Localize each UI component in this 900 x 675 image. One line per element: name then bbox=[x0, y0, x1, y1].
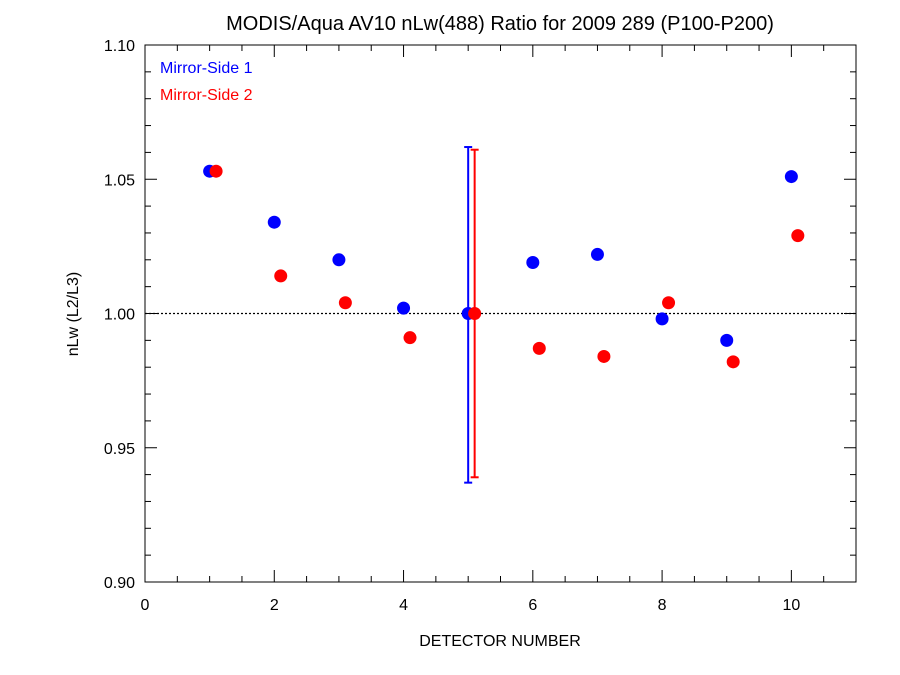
point-series-1 bbox=[720, 333, 734, 347]
x-tick-label: 0 bbox=[141, 597, 150, 614]
point-series-1 bbox=[655, 312, 669, 326]
x-tick-label: 6 bbox=[528, 597, 537, 614]
y-axis-label: nLw (L2/L3) bbox=[65, 272, 82, 357]
point-series-1 bbox=[267, 215, 281, 229]
x-tick-label: 10 bbox=[782, 597, 800, 614]
y-tick-label: 1.10 bbox=[104, 38, 135, 55]
y-tick-label: 0.95 bbox=[104, 441, 135, 458]
y-tick-label: 0.90 bbox=[104, 575, 135, 592]
point-series-2 bbox=[532, 341, 546, 355]
point-series-1 bbox=[397, 301, 411, 315]
y-tick-label: 1.00 bbox=[104, 307, 135, 324]
y-tick-labels: 0.90 0.95 1.00 1.05 1.10 bbox=[104, 38, 135, 592]
x-tick-label: 2 bbox=[270, 597, 279, 614]
point-series-2 bbox=[338, 296, 352, 310]
point-series-1 bbox=[332, 253, 346, 267]
point-series-2 bbox=[662, 296, 676, 310]
legend-mirror-side-1: Mirror-Side 1 bbox=[160, 60, 253, 77]
y-tick-label: 1.05 bbox=[104, 172, 135, 189]
point-series-2 bbox=[726, 355, 740, 369]
point-series-2 bbox=[209, 164, 223, 178]
point-series-2 bbox=[597, 349, 611, 363]
x-axis-label: DETECTOR NUMBER bbox=[419, 633, 581, 650]
point-series-2 bbox=[791, 229, 805, 243]
x-tick-label: 8 bbox=[658, 597, 667, 614]
chart-title: MODIS/Aqua AV10 nLw(488) Ratio for 2009 … bbox=[226, 13, 774, 35]
data-points bbox=[203, 164, 805, 369]
x-tick-labels: 0 2 4 6 8 10 bbox=[141, 597, 801, 614]
point-series-2 bbox=[468, 307, 482, 320]
point-series-2 bbox=[403, 331, 417, 345]
point-series-1 bbox=[784, 170, 798, 184]
legend-mirror-side-2: Mirror-Side 2 bbox=[160, 87, 253, 104]
x-tick-label: 4 bbox=[399, 597, 408, 614]
tick-marks bbox=[144, 44, 857, 583]
point-series-1 bbox=[526, 255, 540, 269]
point-series-2 bbox=[274, 269, 288, 283]
point-series-1 bbox=[590, 247, 604, 261]
